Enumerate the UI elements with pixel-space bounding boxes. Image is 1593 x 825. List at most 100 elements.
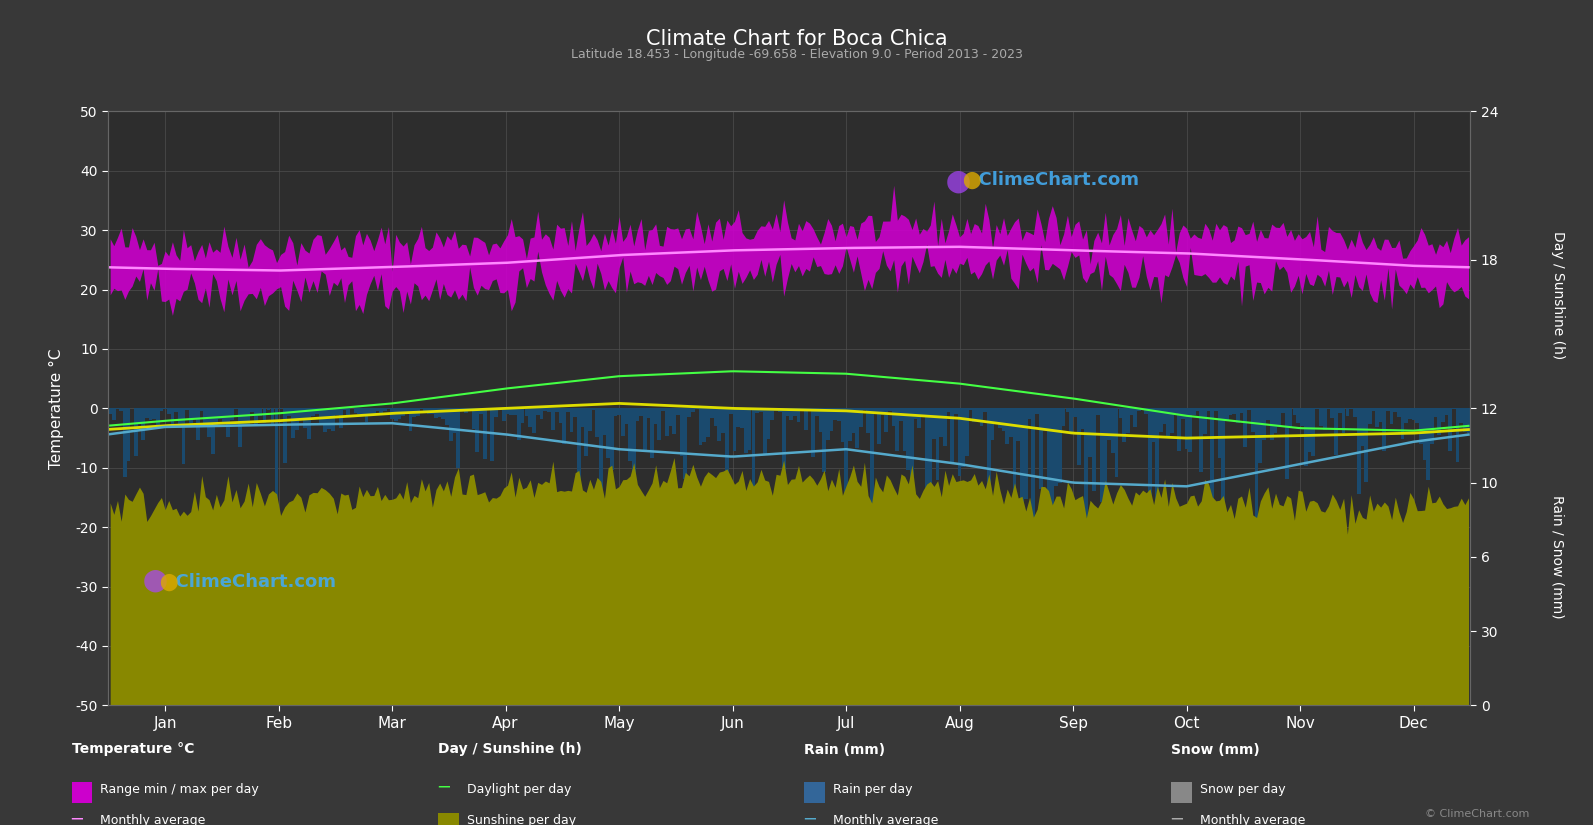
- Bar: [841, 408, 844, 441]
- Bar: [1394, 408, 1397, 412]
- Bar: [239, 408, 242, 446]
- Bar: [825, 408, 830, 440]
- Bar: [1008, 408, 1013, 436]
- Bar: [1085, 408, 1088, 585]
- Bar: [972, 408, 977, 422]
- Bar: [1274, 408, 1278, 433]
- Bar: [1196, 408, 1200, 411]
- Bar: [1400, 408, 1405, 439]
- Bar: [1442, 408, 1445, 422]
- Bar: [906, 408, 910, 470]
- Bar: [1419, 408, 1423, 444]
- Text: Rain (mm): Rain (mm): [804, 742, 886, 757]
- Bar: [535, 408, 540, 414]
- Bar: [752, 408, 755, 578]
- Bar: [342, 408, 346, 410]
- Bar: [1134, 408, 1137, 427]
- Bar: [387, 408, 390, 409]
- Bar: [1233, 408, 1236, 414]
- Bar: [859, 408, 862, 427]
- Bar: [903, 408, 906, 450]
- Bar: [830, 408, 833, 431]
- Bar: [472, 408, 475, 428]
- Bar: [714, 408, 717, 426]
- Bar: [416, 408, 419, 416]
- Bar: [1107, 408, 1110, 440]
- Bar: [962, 408, 965, 468]
- Text: Climate Chart for Boca Chica: Climate Chart for Boca Chica: [645, 29, 948, 49]
- Bar: [855, 408, 859, 448]
- Bar: [1346, 408, 1349, 417]
- Bar: [1364, 408, 1368, 482]
- Bar: [1118, 408, 1121, 417]
- Bar: [1270, 408, 1273, 441]
- Bar: [918, 408, 921, 428]
- Bar: [398, 408, 401, 419]
- Bar: [710, 408, 714, 417]
- Bar: [1123, 408, 1126, 441]
- Bar: [438, 408, 441, 417]
- Bar: [766, 408, 771, 439]
- Bar: [957, 408, 962, 476]
- Bar: [1462, 408, 1467, 431]
- Bar: [1166, 408, 1171, 438]
- Bar: [562, 408, 566, 444]
- Bar: [457, 408, 460, 469]
- Bar: [706, 408, 710, 436]
- Bar: [1080, 408, 1085, 428]
- Bar: [983, 408, 988, 412]
- Bar: [1217, 408, 1222, 458]
- Bar: [898, 408, 903, 422]
- Text: ⬤: ⬤: [962, 171, 981, 189]
- Bar: [311, 408, 315, 416]
- Bar: [1115, 408, 1118, 477]
- Bar: [430, 408, 435, 414]
- Bar: [932, 408, 935, 439]
- Bar: [266, 408, 271, 410]
- Bar: [796, 408, 800, 422]
- Bar: [518, 408, 521, 440]
- Bar: [725, 408, 728, 565]
- Bar: [376, 408, 379, 412]
- Bar: [1426, 408, 1431, 480]
- Bar: [1281, 408, 1286, 413]
- Bar: [672, 408, 675, 434]
- Bar: [946, 408, 951, 412]
- Bar: [362, 408, 365, 414]
- Bar: [1244, 408, 1247, 447]
- Bar: [548, 408, 551, 412]
- Bar: [683, 408, 687, 479]
- Bar: [204, 408, 207, 427]
- Bar: [487, 408, 491, 409]
- Bar: [1448, 408, 1453, 450]
- Bar: [680, 408, 683, 456]
- Bar: [1322, 408, 1327, 430]
- Text: Day / Sunshine (h): Day / Sunshine (h): [1552, 231, 1564, 359]
- Bar: [452, 408, 456, 433]
- Bar: [354, 408, 357, 412]
- Bar: [1239, 408, 1244, 412]
- Bar: [543, 408, 546, 411]
- Bar: [736, 408, 741, 427]
- Bar: [844, 408, 847, 563]
- Bar: [390, 408, 393, 419]
- Bar: [873, 408, 878, 414]
- Bar: [1262, 408, 1266, 440]
- Bar: [1144, 408, 1149, 414]
- Bar: [1434, 408, 1437, 417]
- Bar: [193, 408, 196, 417]
- Bar: [1352, 408, 1357, 417]
- Bar: [664, 408, 669, 436]
- Bar: [774, 408, 777, 412]
- Bar: [1437, 408, 1442, 435]
- Bar: [566, 408, 570, 412]
- Bar: [413, 408, 416, 417]
- Bar: [408, 408, 413, 431]
- Text: Sunshine per day: Sunshine per day: [467, 814, 577, 825]
- Bar: [1069, 408, 1074, 433]
- Bar: [591, 408, 596, 410]
- Bar: [1225, 408, 1228, 420]
- Bar: [529, 408, 532, 427]
- Bar: [1386, 408, 1389, 411]
- Bar: [624, 408, 628, 423]
